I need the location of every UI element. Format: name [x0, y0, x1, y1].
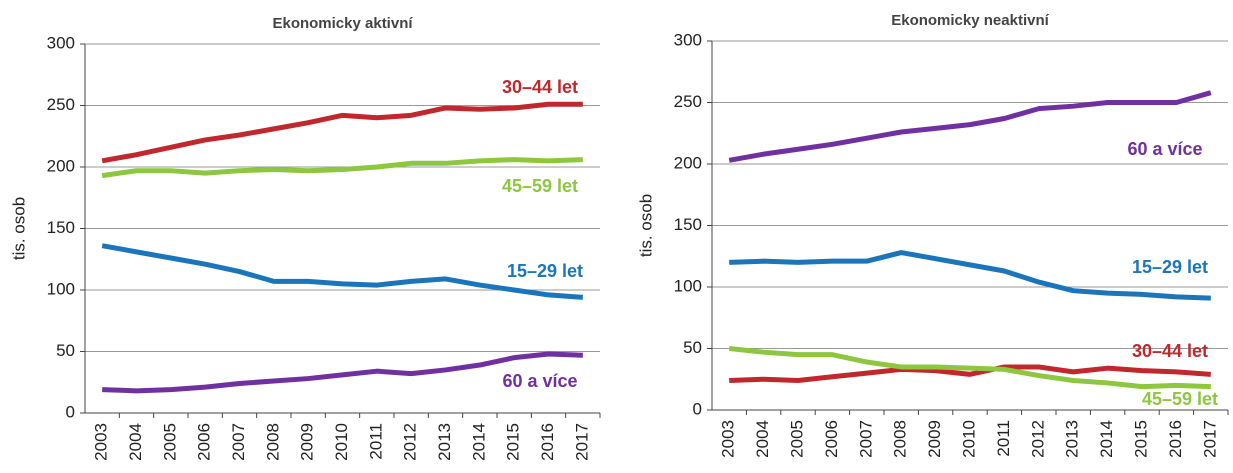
y-axis-label: tis. osob [9, 197, 28, 260]
y-tick-label: 300 [47, 33, 75, 52]
chart-title: Ekonomicky neaktivní [891, 12, 1049, 29]
series-line [728, 90, 1212, 163]
series-line [101, 101, 583, 164]
series-line [729, 364, 1211, 383]
x-tick-label: 2003 [92, 423, 111, 461]
y-tick-label: 0 [693, 399, 702, 418]
x-tick-label: 2007 [856, 420, 875, 458]
y-tick-label: 100 [674, 276, 702, 295]
x-tick-label: 2015 [504, 423, 523, 461]
x-tick-label: 2016 [538, 423, 557, 461]
y-tick-label: 0 [66, 402, 75, 421]
x-tick-label: 2009 [925, 420, 944, 458]
y-tick-label: 300 [674, 30, 702, 49]
y-tick-label: 150 [47, 218, 75, 237]
y-tick-label: 250 [47, 95, 75, 114]
series-label: 15–29 let [507, 261, 583, 281]
x-tick-label: 2017 [1200, 420, 1219, 458]
x-tick-label: 2008 [891, 420, 910, 458]
x-tick-label: 2011 [994, 420, 1013, 457]
x-tick-label: 2010 [332, 423, 351, 461]
x-tick-label: 2012 [401, 423, 420, 461]
series-line [101, 243, 584, 300]
x-tick-label: 2011 [366, 423, 385, 460]
y-tick-label: 250 [674, 92, 702, 111]
series-label: 15–29 let [1132, 257, 1208, 277]
x-tick-label: 2008 [263, 423, 282, 461]
x-tick-label: 2003 [719, 420, 738, 458]
series-line [102, 351, 583, 394]
x-tick-label: 2010 [959, 420, 978, 458]
x-tick-label: 2015 [1131, 420, 1150, 458]
series-line [728, 346, 1211, 390]
y-tick-label: 150 [674, 215, 702, 234]
series-label: 45–59 let [1142, 389, 1218, 409]
series-label: 60 a více [1127, 139, 1202, 159]
x-tick-label: 2004 [126, 423, 145, 461]
series-label: 30–44 let [502, 77, 578, 97]
y-tick-label: 200 [674, 153, 702, 172]
x-tick-label: 2017 [572, 423, 591, 461]
x-tick-label: 2005 [787, 420, 806, 458]
chart-title: Ekonomicky aktivní [272, 15, 413, 32]
x-tick-label: 2009 [298, 423, 317, 461]
x-tick-label: 2014 [469, 423, 488, 461]
x-tick-label: 2013 [435, 423, 454, 461]
y-tick-label: 50 [683, 338, 702, 357]
y-tick-label: 100 [47, 279, 75, 298]
x-tick-label: 2007 [229, 423, 248, 461]
y-axis-label: tis. osob [636, 194, 655, 257]
x-tick-label: 2014 [1097, 420, 1116, 458]
x-tick-label: 2004 [753, 420, 772, 458]
series-line [729, 250, 1211, 301]
y-tick-label: 200 [47, 156, 75, 175]
y-tick-label: 50 [56, 341, 75, 360]
x-tick-label: 2006 [195, 423, 214, 461]
x-tick-label: 2005 [160, 423, 179, 461]
x-tick-label: 2006 [822, 420, 841, 458]
x-tick-label: 2012 [1028, 420, 1047, 458]
x-tick-label: 2016 [1166, 420, 1185, 458]
series-line [101, 157, 583, 179]
series-label: 45–59 let [502, 176, 578, 196]
series-label: 30–44 let [1132, 341, 1208, 361]
x-tick-label: 2013 [1063, 420, 1082, 458]
series-label: 60 a více [502, 371, 577, 391]
